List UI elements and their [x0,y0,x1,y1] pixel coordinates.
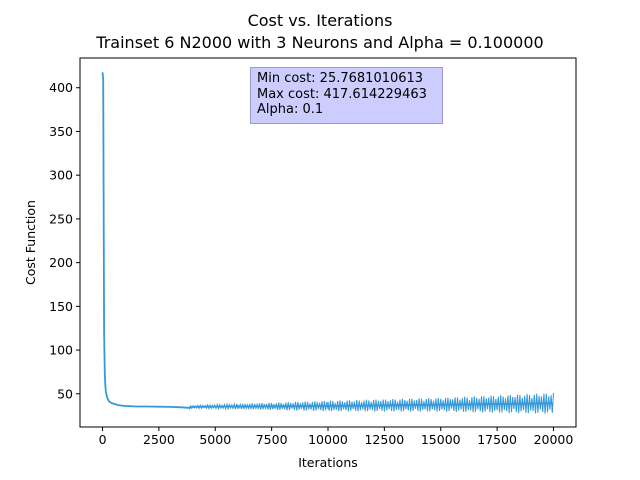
cost-series-line [101,72,554,409]
x-tick-label: 7500 [256,432,288,447]
y-tick-label: 100 [49,343,73,358]
x-tick-label: 20000 [534,432,574,447]
y-axis-label: Cost Function [23,200,38,285]
x-tick-label: 5000 [199,432,231,447]
y-tick-label: 200 [49,255,73,270]
chart-subtitle: Trainset 6 N2000 with 3 Neurons and Alph… [96,33,544,52]
alpha-label: Alpha: 0.1 [257,102,324,117]
noise-band [440,392,554,414]
min-cost-label: Min cost: 25.7681010613 [257,71,424,86]
y-tick-label: 400 [49,80,73,95]
max-cost-label: Max cost: 417.614229463 [257,86,427,102]
x-tick-label: 12500 [364,432,404,447]
x-tick-label: 0 [99,432,107,447]
y-tick-label: 50 [57,386,73,401]
y-tick-label: 350 [49,124,73,139]
chart-title: Cost vs. Iterations [247,11,393,30]
x-axis-label: Iterations [298,455,358,470]
y-tick-label: 300 [49,168,73,183]
x-tick-label: 17500 [477,432,517,447]
x-tick-label: 10000 [308,432,348,447]
x-tick-label: 15000 [421,432,461,447]
y-tick-label: 250 [49,211,73,226]
x-tick-label: 2500 [143,432,175,447]
y-tick-label: 150 [49,299,73,314]
noise-band [327,397,442,412]
stats-annotation-box: Min cost: 25.7681010613 Max cost: 417.61… [250,67,443,124]
